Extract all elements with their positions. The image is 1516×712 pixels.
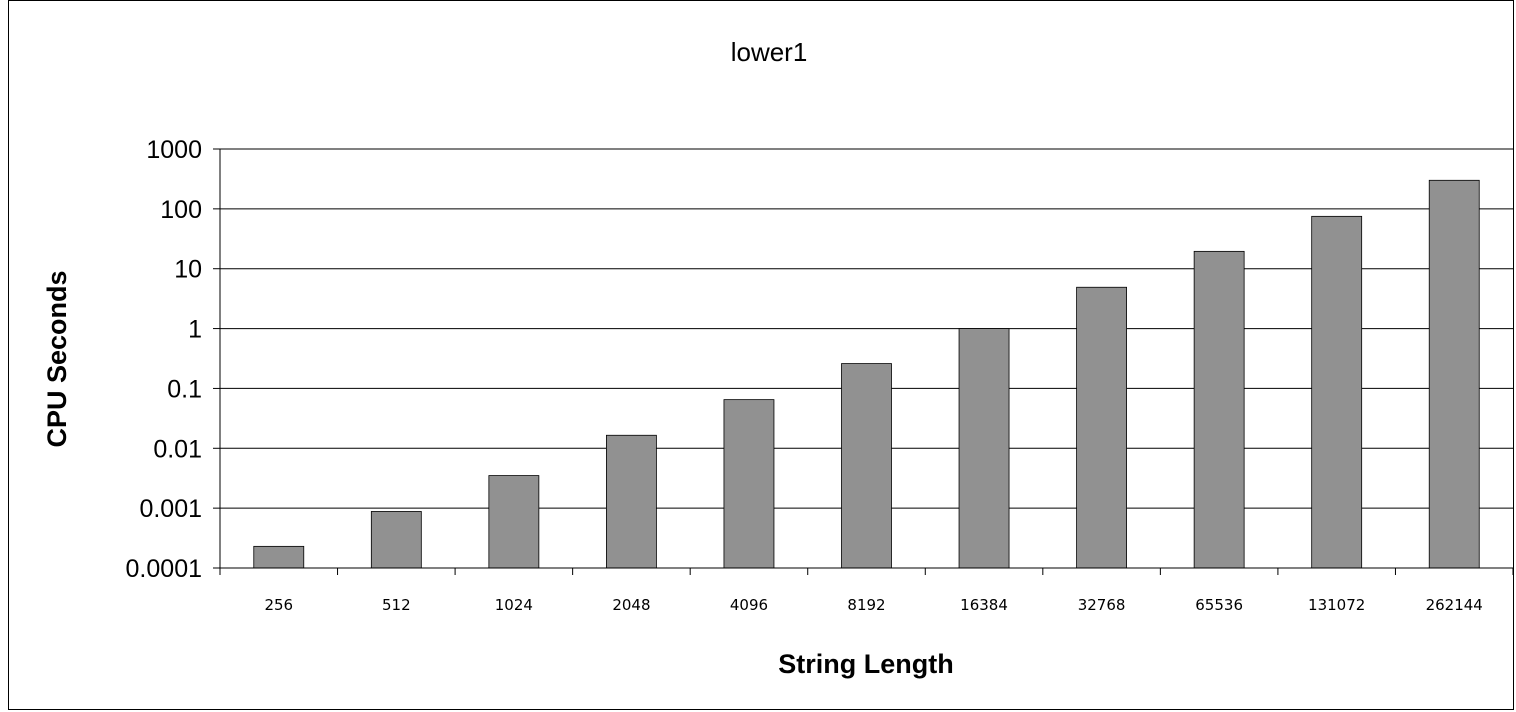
y-tick-label: 1000 [146, 136, 202, 164]
bar [1193, 250, 1245, 569]
x-tick-label: 512 [382, 596, 411, 614]
bar [488, 475, 540, 569]
bar [1076, 286, 1127, 569]
bar [1428, 179, 1480, 569]
x-tick-label: 1024 [495, 596, 533, 614]
chart-frame: lower1 1000 100 10 1 0.1 0.01 0.001 0.0001 256 5… [8, 0, 1514, 710]
x-tick-label: 2048 [612, 596, 650, 614]
bar [606, 434, 657, 569]
x-tick-label: 32768 [1078, 596, 1126, 614]
bar [723, 399, 775, 569]
x-tick-label: 4096 [730, 596, 768, 614]
y-tick-label: 0.0001 [126, 555, 202, 583]
chart-svg: lower1 1000 100 10 1 0.1 0.01 0.001 0.0001 256 5… [42, 37, 1514, 679]
x-tick-label: 16384 [960, 596, 1008, 614]
y-tick-label: 100 [160, 196, 202, 224]
bar [370, 511, 422, 569]
x-tick-label: 8192 [847, 596, 885, 614]
chart-title: lower1 [731, 37, 808, 67]
axes [213, 148, 1514, 575]
bar [253, 545, 305, 569]
bar [958, 328, 1010, 569]
x-tick-label: 131072 [1308, 596, 1365, 614]
y-tick-label: 0.1 [167, 375, 202, 403]
y-tick-label: 1 [188, 316, 202, 344]
y-axis-title: CPU Seconds [42, 270, 72, 447]
y-tick-labels: 1000 100 10 1 0.1 0.01 0.001 0.0001 [126, 136, 202, 583]
bar [841, 363, 892, 569]
x-tick-label: 65536 [1195, 596, 1243, 614]
x-axis-title: String Length [778, 649, 953, 679]
bar [1311, 215, 1363, 569]
x-tick-label: 262144 [1426, 596, 1483, 614]
x-tick-label: 256 [264, 596, 293, 614]
x-tick-labels: 256 512 1024 2048 4096 8192 16384 32768 65536 131… [264, 596, 1482, 614]
bars [253, 179, 1480, 569]
y-tick-label: 0.001 [139, 495, 202, 523]
y-tick-label: 0.01 [153, 435, 202, 463]
y-tick-label: 10 [174, 256, 202, 284]
